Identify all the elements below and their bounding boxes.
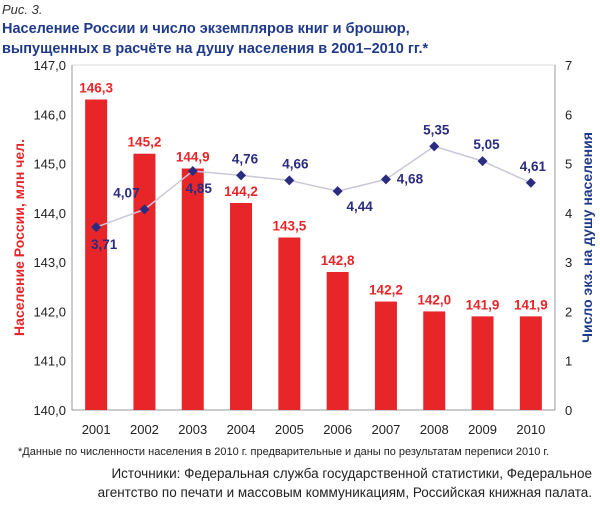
left-tick-label: 147,0 (33, 58, 66, 73)
right-axis-title: Число экз. на душу населения (579, 132, 595, 343)
point-label: 4,44 (347, 199, 374, 214)
x-tick-label: 2002 (130, 422, 159, 437)
left-tick-label: 144,0 (33, 206, 66, 221)
point-2009 (477, 156, 488, 167)
right-tick-label: 1 (565, 354, 572, 369)
point-2010 (525, 177, 536, 188)
point-label: 4,85 (186, 181, 213, 196)
point-label: 4,76 (232, 151, 259, 166)
footnote: *Данные по численности населения в 2010 … (18, 446, 550, 458)
right-tick-label: 4 (565, 206, 572, 221)
x-tick-label: 2003 (178, 422, 207, 437)
bar-label: 141,9 (514, 297, 548, 312)
point-2003 (187, 165, 198, 176)
bar-label: 142,2 (369, 283, 403, 298)
bar-2007 (374, 301, 397, 410)
left-tick-label: 143,0 (33, 255, 66, 270)
figure-label: Рис. 3. (2, 2, 43, 17)
bar-2003 (181, 168, 204, 410)
title-line-2: выпущенных в расчёте на душу населения в… (2, 41, 429, 57)
left-tick-label: 140,0 (33, 403, 66, 418)
point-label: 4,61 (520, 159, 547, 174)
bar-label: 145,2 (128, 135, 162, 150)
sources-line-1: Источники: Федеральная служба государств… (111, 466, 592, 481)
bar-2001 (85, 99, 108, 410)
bar-2010 (519, 316, 542, 410)
point-2001 (91, 222, 102, 233)
bar-2009 (471, 316, 494, 410)
right-tick-label: 6 (565, 107, 572, 122)
bar-label: 142,0 (417, 292, 451, 307)
chart-title: Население России и число экземпляров кни… (2, 19, 428, 59)
x-tick-label: 2010 (516, 422, 545, 437)
left-axis-title: Население России, млн чел. (11, 139, 27, 336)
bar-2004 (230, 203, 253, 410)
bar-label: 144,2 (224, 184, 258, 199)
point-2007 (380, 174, 391, 185)
point-label: 5,35 (423, 122, 450, 137)
right-tick-label: 7 (565, 58, 572, 73)
bar-2005 (278, 237, 301, 410)
left-tick-label: 146,0 (33, 107, 66, 122)
sources-line-2: агентство по печати и массовым коммуника… (97, 485, 592, 500)
bar-label: 146,3 (79, 81, 113, 96)
bar-label: 143,5 (272, 219, 306, 234)
right-tick-label: 2 (565, 304, 572, 319)
right-tick-label: 5 (565, 157, 572, 172)
point-2002 (139, 204, 150, 215)
point-label: 4,07 (113, 185, 139, 200)
point-2006 (332, 186, 343, 197)
right-tick-label: 3 (565, 255, 572, 270)
bar-2002 (133, 153, 156, 410)
point-2004 (236, 170, 247, 181)
chart: 140,0 141,0 142,0 143,0 144,0 145,0 146,0 147,0… (11, 58, 595, 437)
point-label: 5,05 (473, 137, 500, 152)
point-2008 (429, 141, 440, 152)
title-line-1: Население России и число экземпляров кни… (2, 21, 410, 37)
bar-2006 (326, 272, 349, 410)
bar-2008 (423, 311, 446, 410)
left-tick-label: 142,0 (33, 304, 66, 319)
point-label: 4,66 (282, 156, 309, 171)
point-2005 (284, 175, 295, 186)
x-tick-label: 2007 (371, 422, 400, 437)
x-tick-label: 2009 (468, 422, 497, 437)
bar-label: 144,9 (176, 150, 210, 165)
bar-label: 141,9 (466, 297, 500, 312)
bar-label: 142,8 (321, 253, 355, 268)
sources: Источники: Федеральная служба государств… (52, 464, 592, 502)
left-tick-label: 145,0 (33, 157, 66, 172)
right-tick-label: 0 (565, 403, 572, 418)
x-tick-label: 2005 (275, 422, 304, 437)
point-label: 4,68 (397, 171, 424, 186)
x-tick-label: 2004 (227, 422, 256, 437)
left-tick-label: 141,0 (33, 354, 66, 369)
x-tick-label: 2008 (420, 422, 449, 437)
line-series (95, 145, 532, 228)
point-label: 3,71 (91, 237, 118, 252)
x-tick-label: 2006 (323, 422, 352, 437)
x-tick-label: 2001 (82, 422, 111, 437)
